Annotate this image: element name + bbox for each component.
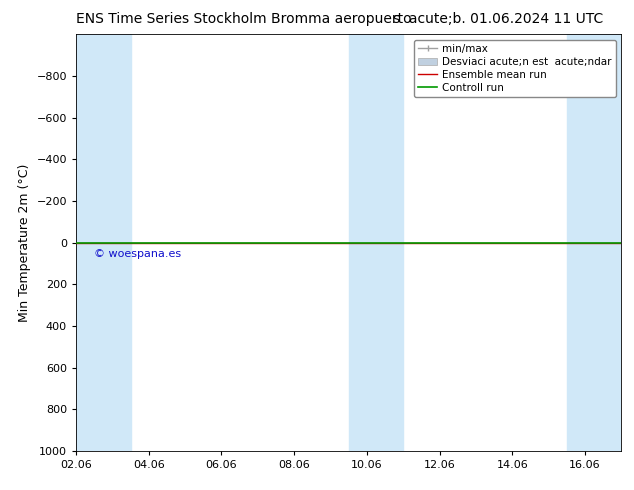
Bar — [76, 34, 131, 451]
Legend: min/max, Desviaci acute;n est  acute;ndar, Ensemble mean run, Controll run: min/max, Desviaci acute;n est acute;ndar… — [415, 40, 616, 97]
Y-axis label: Min Temperature 2m (°C): Min Temperature 2m (°C) — [18, 163, 31, 322]
Bar — [349, 34, 403, 451]
Text: ENS Time Series Stockholm Bromma aeropuerto: ENS Time Series Stockholm Bromma aeropue… — [76, 12, 411, 26]
Bar — [567, 34, 621, 451]
Text: © woespana.es: © woespana.es — [94, 249, 181, 259]
Text: s  acute;b. 01.06.2024 11 UTC: s acute;b. 01.06.2024 11 UTC — [393, 12, 604, 26]
